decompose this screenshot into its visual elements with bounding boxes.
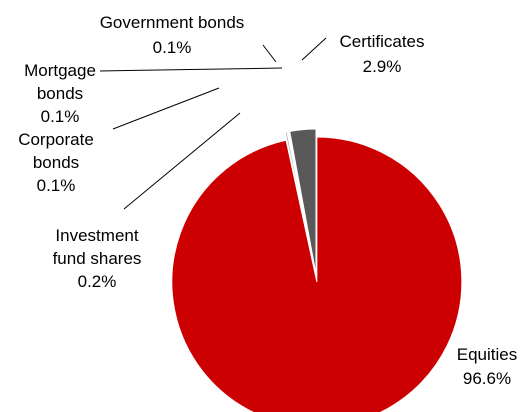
label-mortgage-bonds-line2: bonds [37, 84, 83, 103]
label-corporate-bonds-line1: Corporate [18, 130, 94, 149]
label-certificates: Certificates [339, 32, 424, 51]
value-government-bonds: 0.1% [153, 38, 192, 57]
label-corporate-bonds-line2: bonds [33, 153, 79, 172]
label-investment-fund-shares-line2: fund shares [53, 249, 142, 268]
label-government-bonds: Government bonds [100, 13, 245, 32]
value-certificates: 2.9% [363, 57, 402, 76]
leader-certificates [301, 37, 327, 61]
leader-lines [99, 37, 327, 210]
label-investment-fund-shares-line1: Investment [55, 226, 138, 245]
pie-slice-equities [171, 136, 463, 412]
leader-corporate-bonds [112, 87, 220, 130]
label-equities: Equities [457, 345, 517, 364]
value-investment-fund-shares: 0.2% [78, 272, 117, 291]
value-corporate-bonds: 0.1% [37, 176, 76, 195]
pie-slices [171, 128, 463, 412]
pie-slice-certificates [289, 128, 317, 275]
value-mortgage-bonds: 0.1% [41, 107, 80, 126]
label-mortgage-bonds-line1: Mortgage [24, 61, 96, 80]
leader-government-bonds [262, 44, 277, 63]
leader-mortgage-bonds [99, 67, 283, 72]
value-equities: 96.6% [463, 369, 511, 388]
leader-investment-fund-shares [123, 112, 241, 210]
